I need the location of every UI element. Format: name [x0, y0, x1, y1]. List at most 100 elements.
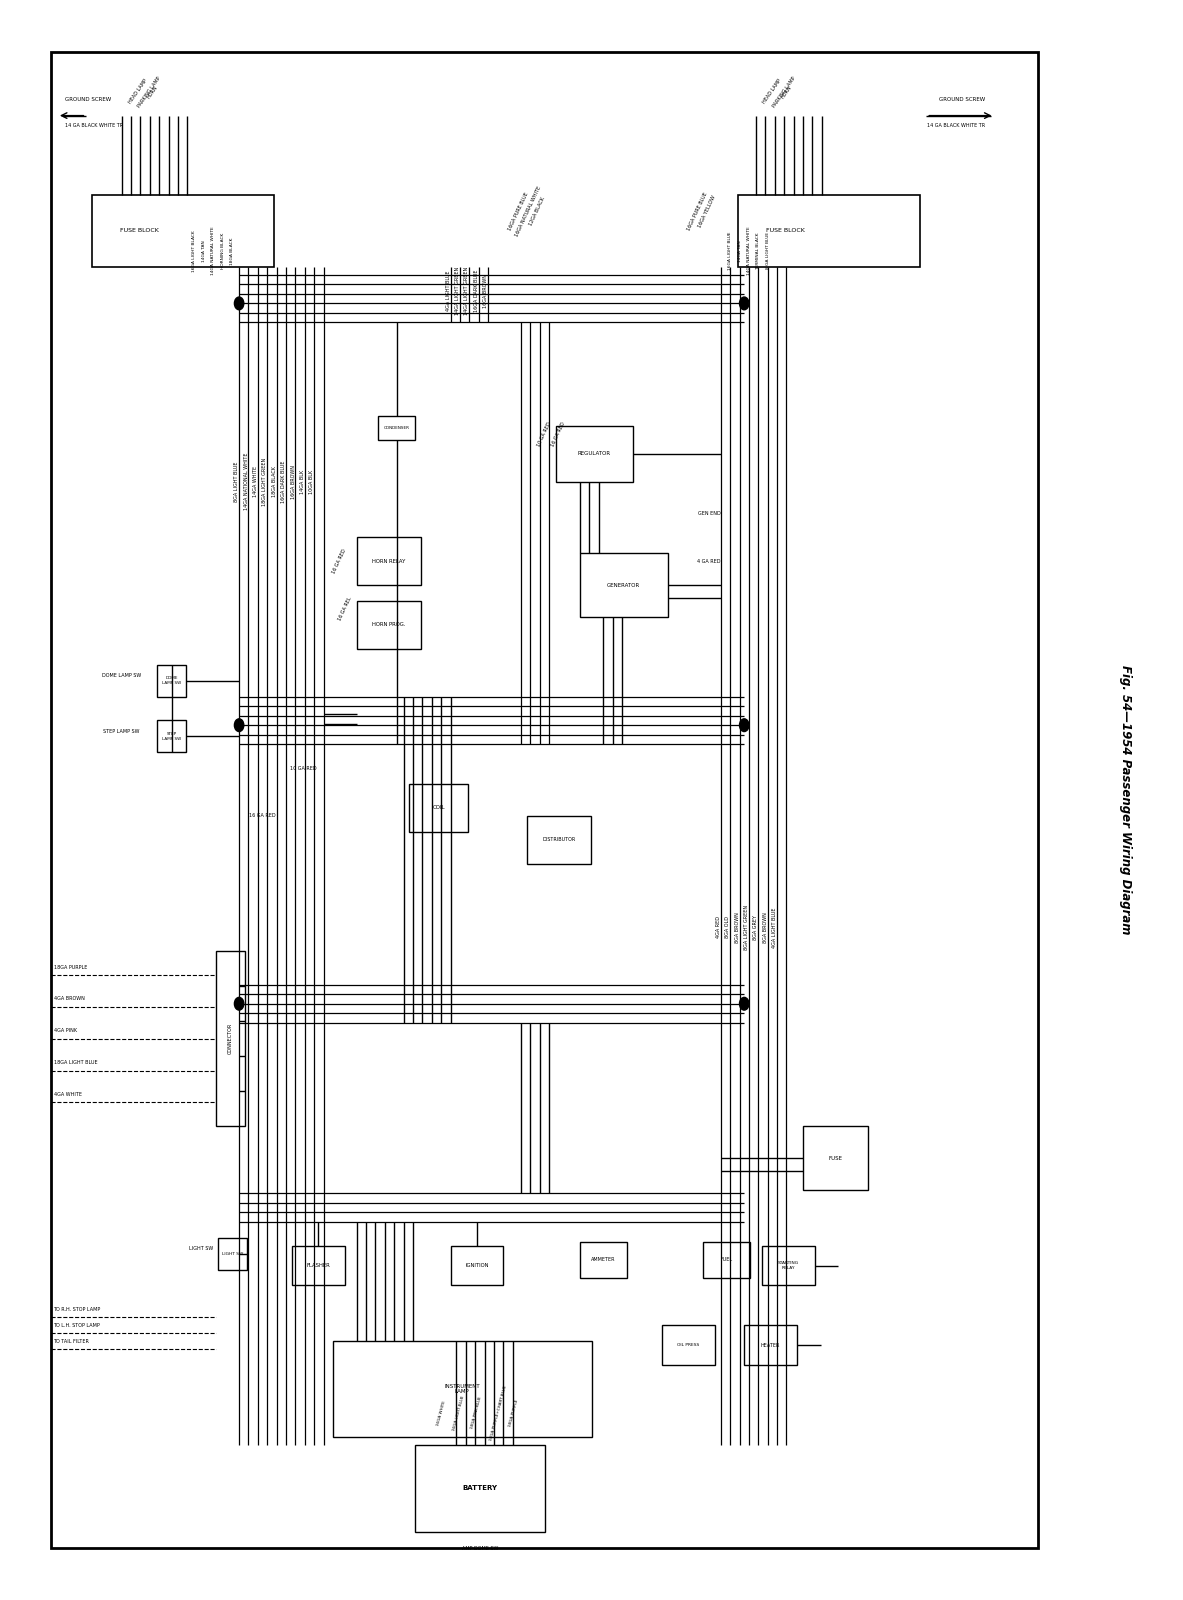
Bar	[334, 1341, 592, 1437]
Text: 8 GA LIGHT BLUE: 8 GA LIGHT BLUE	[765, 232, 770, 269]
Text: 4 GA RED: 4 GA RED	[697, 558, 720, 563]
Text: 16GA BROWN: 16GA BROWN	[484, 274, 489, 307]
Text: 16GA DARK BLUE: 16GA DARK BLUE	[474, 269, 479, 312]
Text: 14GA TAN: 14GA TAN	[737, 240, 742, 262]
Text: 8GA OLD: 8GA OLD	[725, 917, 730, 938]
Text: 14GA NATURAL WHITE: 14GA NATURAL WHITE	[212, 227, 215, 275]
Text: 14 GA BLACK WHITE TR: 14 GA BLACK WHITE TR	[65, 123, 123, 128]
Text: 16 GA RED: 16 GA RED	[331, 549, 347, 574]
Text: 8GA LIGHT BLUE: 8GA LIGHT BLUE	[234, 461, 239, 502]
Text: INSTRUMENT
LAMP: INSTRUMENT LAMP	[445, 1384, 480, 1394]
Bar	[703, 1243, 750, 1277]
Text: PARKING LAMP: PARKING LAMP	[771, 75, 796, 109]
Text: 8GA BROWN: 8GA BROWN	[763, 912, 768, 942]
Text: GROUND SCREW: GROUND SCREW	[939, 98, 985, 102]
Text: 18GA BLACK: 18GA BLACK	[272, 466, 277, 498]
Text: 16GA LIGHT BLACK: 16GA LIGHT BLACK	[193, 230, 196, 272]
Text: AMP DOME SW: AMP DOME SW	[461, 1546, 498, 1550]
Text: 16GA BROWN: 16GA BROWN	[291, 464, 296, 499]
Text: 18GA PURPLE+CHART BLUE: 18GA PURPLE+CHART BLUE	[490, 1384, 508, 1442]
Text: 10 GA RED: 10 GA RED	[290, 766, 317, 771]
Text: FLASHER: FLASHER	[306, 1262, 330, 1269]
Circle shape	[234, 997, 244, 1010]
Bar	[356, 538, 421, 586]
Text: HORN: HORN	[147, 85, 159, 99]
Text: HORN RELAY: HORN RELAY	[373, 558, 406, 563]
Text: TO L.H. STOP LAMP: TO L.H. STOP LAMP	[53, 1323, 101, 1328]
Bar	[356, 602, 421, 648]
Text: FUSE BLOCK: FUSE BLOCK	[765, 229, 804, 234]
Text: 14 GA BLACK WHITE TR: 14 GA BLACK WHITE TR	[927, 123, 985, 128]
Bar	[157, 720, 186, 752]
Text: LIGHT SW: LIGHT SW	[189, 1246, 214, 1251]
Text: 4GA WHITE: 4GA WHITE	[53, 1091, 82, 1098]
Text: 4GA RED: 4GA RED	[716, 917, 720, 938]
Text: AMMETER: AMMETER	[592, 1258, 615, 1262]
Text: 4GA PINK: 4GA PINK	[53, 1029, 77, 1034]
Text: GENERATOR: GENERATOR	[607, 582, 640, 587]
Text: GEN END: GEN END	[698, 510, 720, 515]
Text: LIGHT SW: LIGHT SW	[222, 1251, 244, 1256]
Text: CONDENSER: CONDENSER	[383, 426, 409, 430]
Text: TO TAIL FILTER: TO TAIL FILTER	[53, 1339, 90, 1344]
Text: 10GA BLK: 10GA BLK	[310, 469, 315, 494]
Text: 14GA BLK: 14GA BLK	[300, 469, 305, 494]
Text: 16GA NATURAL WHITE: 16GA NATURAL WHITE	[515, 186, 542, 237]
Text: 8GA BROWN: 8GA BROWN	[735, 912, 739, 942]
Text: STARTING
RELAY: STARTING RELAY	[777, 1261, 799, 1270]
Text: 16GA LIGHT BLUE: 16GA LIGHT BLUE	[452, 1395, 465, 1430]
Text: 16 GA REL: 16 GA REL	[337, 597, 353, 622]
Text: FUEL: FUEL	[720, 1258, 732, 1262]
Text: CONNECTOR: CONNECTOR	[228, 1022, 233, 1054]
Bar	[292, 1246, 344, 1285]
Text: 4GA BROWN: 4GA BROWN	[53, 997, 84, 1002]
Text: 14GA TAN: 14GA TAN	[202, 240, 206, 262]
Text: 18GA PURPLE: 18GA PURPLE	[53, 965, 86, 970]
Circle shape	[739, 298, 749, 310]
Text: 18GA PINK BLUE: 18GA PINK BLUE	[471, 1397, 483, 1429]
Bar	[744, 1325, 797, 1365]
Text: 14GA LIGHT GREEN: 14GA LIGHT GREEN	[465, 267, 470, 315]
Bar	[803, 1126, 867, 1190]
Bar	[409, 784, 468, 832]
Text: Fig. 54—1954 Passenger Wiring Diagram: Fig. 54—1954 Passenger Wiring Diagram	[1119, 666, 1132, 934]
Text: 16GA YELLOW: 16GA YELLOW	[697, 194, 716, 229]
Bar	[377, 416, 415, 440]
Text: 12GA BLACK: 12GA BLACK	[529, 195, 547, 226]
Bar	[157, 664, 186, 696]
Bar	[51, 51, 1037, 1549]
Text: STEP LAMP SW: STEP LAMP SW	[103, 730, 140, 734]
Text: FUSE: FUSE	[828, 1155, 842, 1160]
Text: 16 GA RED: 16 GA RED	[551, 421, 567, 446]
Text: TO R.H. STOP LAMP: TO R.H. STOP LAMP	[53, 1307, 101, 1312]
Bar	[218, 1238, 247, 1269]
Text: HORN: HORN	[781, 85, 793, 99]
Text: 18GA PURPLE: 18GA PURPLE	[509, 1398, 519, 1427]
Text: PARKING LAMP: PARKING LAMP	[137, 75, 162, 109]
Text: STEP
LAMP SW: STEP LAMP SW	[162, 733, 181, 741]
Bar	[762, 1246, 815, 1285]
Bar	[580, 1243, 627, 1277]
Text: 14GA NATURAL WHITE: 14GA NATURAL WHITE	[746, 227, 751, 275]
Text: DISTRIBUTOR: DISTRIBUTOR	[543, 837, 576, 842]
Circle shape	[739, 997, 749, 1010]
Text: 14GA NATIONAL WHITE: 14GA NATIONAL WHITE	[244, 453, 248, 510]
Text: FUSE BLOCK: FUSE BLOCK	[119, 229, 159, 234]
Text: HORNING BLACK: HORNING BLACK	[221, 232, 225, 269]
Text: 4GA LIGHT BLUE: 4GA LIGHT BLUE	[446, 270, 451, 310]
Text: DOME LAMP SW: DOME LAMP SW	[102, 674, 141, 678]
Bar	[92, 195, 274, 267]
Bar	[556, 426, 633, 482]
Bar	[738, 195, 920, 267]
Text: GROUND SCREW: GROUND SCREW	[65, 98, 111, 102]
Text: 16GA LIGHT BLUE: 16GA LIGHT BLUE	[728, 232, 732, 270]
Text: HEAD LAMP: HEAD LAMP	[128, 78, 148, 106]
Text: HEAD LAMP: HEAD LAMP	[762, 78, 782, 106]
Text: HEATER: HEATER	[761, 1342, 781, 1347]
Bar	[451, 1246, 504, 1285]
Bar	[215, 952, 245, 1126]
Text: 16GA WHITE: 16GA WHITE	[437, 1400, 447, 1426]
Text: COIL: COIL	[433, 805, 445, 811]
Text: 14GA LIGHT GREEN: 14GA LIGHT GREEN	[455, 267, 460, 315]
Circle shape	[234, 298, 244, 310]
